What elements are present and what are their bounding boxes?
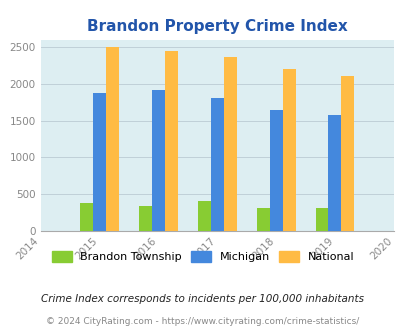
Bar [151, 90, 164, 231]
Bar [93, 93, 106, 231]
Bar [315, 208, 328, 231]
Bar [223, 57, 236, 231]
Legend: Brandon Township, Michigan, National: Brandon Township, Michigan, National [47, 247, 358, 267]
Bar [256, 208, 269, 231]
Bar [328, 115, 341, 231]
Bar [210, 98, 223, 231]
Bar [106, 47, 119, 231]
Bar [282, 69, 295, 231]
Bar [164, 50, 177, 231]
Bar [341, 77, 354, 231]
Bar [139, 206, 151, 231]
Text: © 2024 CityRating.com - https://www.cityrating.com/crime-statistics/: © 2024 CityRating.com - https://www.city… [46, 317, 359, 326]
Bar [269, 110, 282, 231]
Title: Brandon Property Crime Index: Brandon Property Crime Index [87, 19, 347, 34]
Bar [197, 201, 210, 231]
Bar [80, 203, 93, 231]
Text: Crime Index corresponds to incidents per 100,000 inhabitants: Crime Index corresponds to incidents per… [41, 294, 364, 304]
